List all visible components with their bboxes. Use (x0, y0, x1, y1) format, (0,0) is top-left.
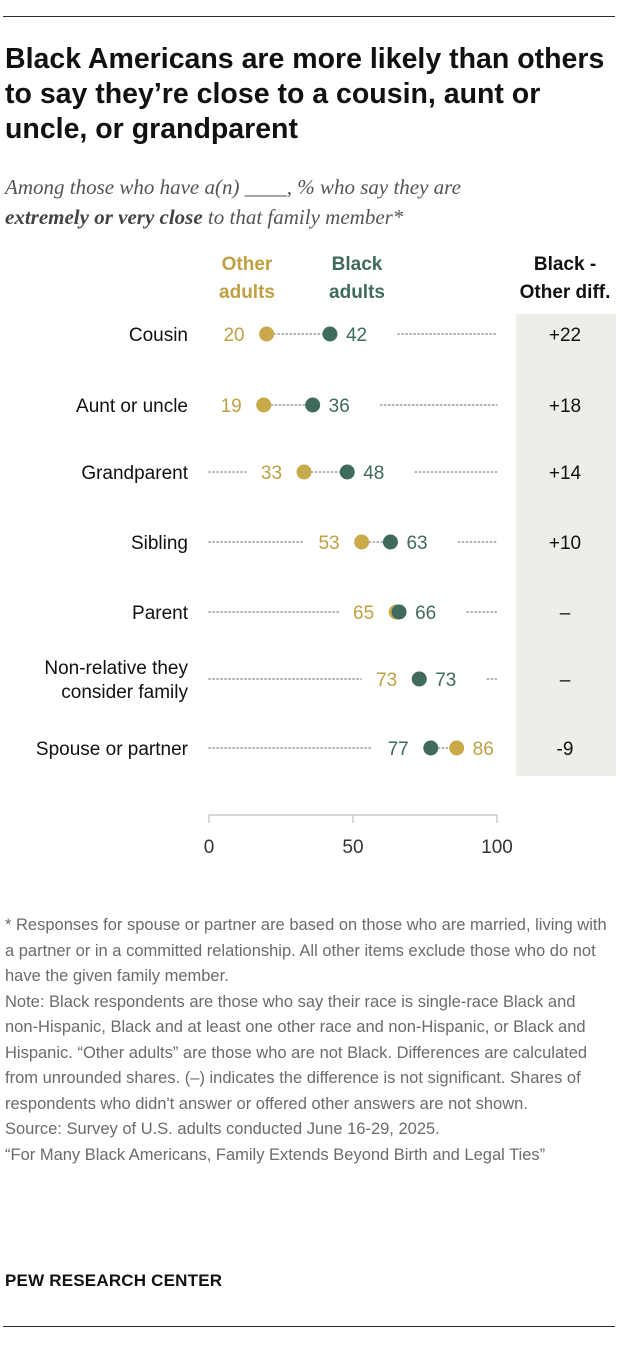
dot-black-adults (382, 534, 398, 550)
x-tick-label: 0 (204, 837, 215, 858)
diff-value: +18 (549, 396, 581, 417)
value-label-low: 65 (353, 603, 374, 624)
dot-black-adults (411, 671, 427, 687)
value-label-high: 48 (363, 463, 384, 484)
category-label: Parent (132, 603, 189, 624)
footnote-source: Source: Survey of U.S. adults conducted … (5, 1120, 440, 1138)
pew-research-center-logo: PEW RESEARCH CENTER (5, 1271, 223, 1290)
footnote-asterisk: * Responses for spouse or partner are ba… (5, 916, 607, 985)
diff-column-header: Other diff. (520, 282, 611, 303)
footnote-note: Note: Black respondents are those who sa… (5, 992, 588, 1113)
top-rule (3, 16, 615, 17)
diff-value: -9 (557, 739, 574, 760)
value-label-high: 66 (415, 603, 436, 624)
category-label: Spouse or partner (36, 739, 189, 760)
value-label-low: 19 (221, 396, 242, 417)
value-label-high: 36 (329, 396, 350, 417)
subtitle-text-end: to that family member* (202, 205, 404, 229)
dot-black-adults (322, 326, 338, 342)
x-tick-label: 100 (481, 837, 513, 858)
value-label-low: 73 (376, 670, 397, 691)
value-label-high: 42 (346, 325, 367, 346)
chart-subtitle: Among those who have a(n) ____, % who sa… (5, 172, 615, 232)
bottom-rule (3, 1326, 615, 1327)
x-tick-label: 50 (342, 837, 363, 858)
dot-plot-chart: Other adults Black adults Black - Other diff.… (36, 254, 616, 858)
diff-column-header: Black - (534, 254, 596, 275)
dot-black-adults (339, 464, 355, 480)
category-label: Sibling (131, 533, 188, 554)
subtitle-emphasis: extremely or very close (5, 205, 203, 229)
chart-title: Black Americans are more likely than oth… (5, 43, 605, 145)
legend-other-adults: adults (219, 282, 275, 303)
category-label: consider family (61, 682, 188, 703)
legend-black-adults: Black (332, 254, 383, 275)
dot-other-adults (259, 326, 275, 342)
diff-value: – (560, 603, 571, 624)
dot-other-adults (296, 464, 312, 480)
value-label-high: 63 (406, 533, 427, 554)
diff-value: +10 (549, 533, 581, 554)
legend-black-adults: adults (329, 282, 385, 303)
subtitle-text: Among those who have a(n) ____, % who sa… (5, 175, 461, 199)
value-label-high: 73 (435, 670, 456, 691)
dot-black-adults (391, 604, 407, 620)
category-label: Cousin (129, 325, 188, 346)
category-label: Aunt or uncle (76, 396, 188, 417)
value-label-low: 33 (261, 463, 282, 484)
value-label-high: 86 (473, 739, 494, 760)
value-label-low: 53 (318, 533, 339, 554)
footnotes: * Responses for spouse or partner are ba… (5, 913, 613, 1168)
dot-other-adults (256, 397, 272, 413)
footnote-report: “For Many Black Americans, Family Extend… (5, 1145, 546, 1164)
dot-black-adults (305, 397, 321, 413)
legend-other-adults: Other (222, 254, 273, 275)
diff-column-background (516, 314, 616, 776)
dot-other-adults (449, 740, 465, 756)
value-label-low: 77 (388, 739, 409, 760)
category-label: Non-relative they (44, 658, 188, 679)
value-label-low: 20 (223, 325, 244, 346)
diff-value: +22 (549, 325, 581, 346)
dot-other-adults (354, 534, 370, 550)
dot-black-adults (423, 740, 439, 756)
category-label: Grandparent (81, 463, 188, 484)
diff-value: – (560, 670, 571, 691)
diff-value: +14 (549, 463, 582, 484)
